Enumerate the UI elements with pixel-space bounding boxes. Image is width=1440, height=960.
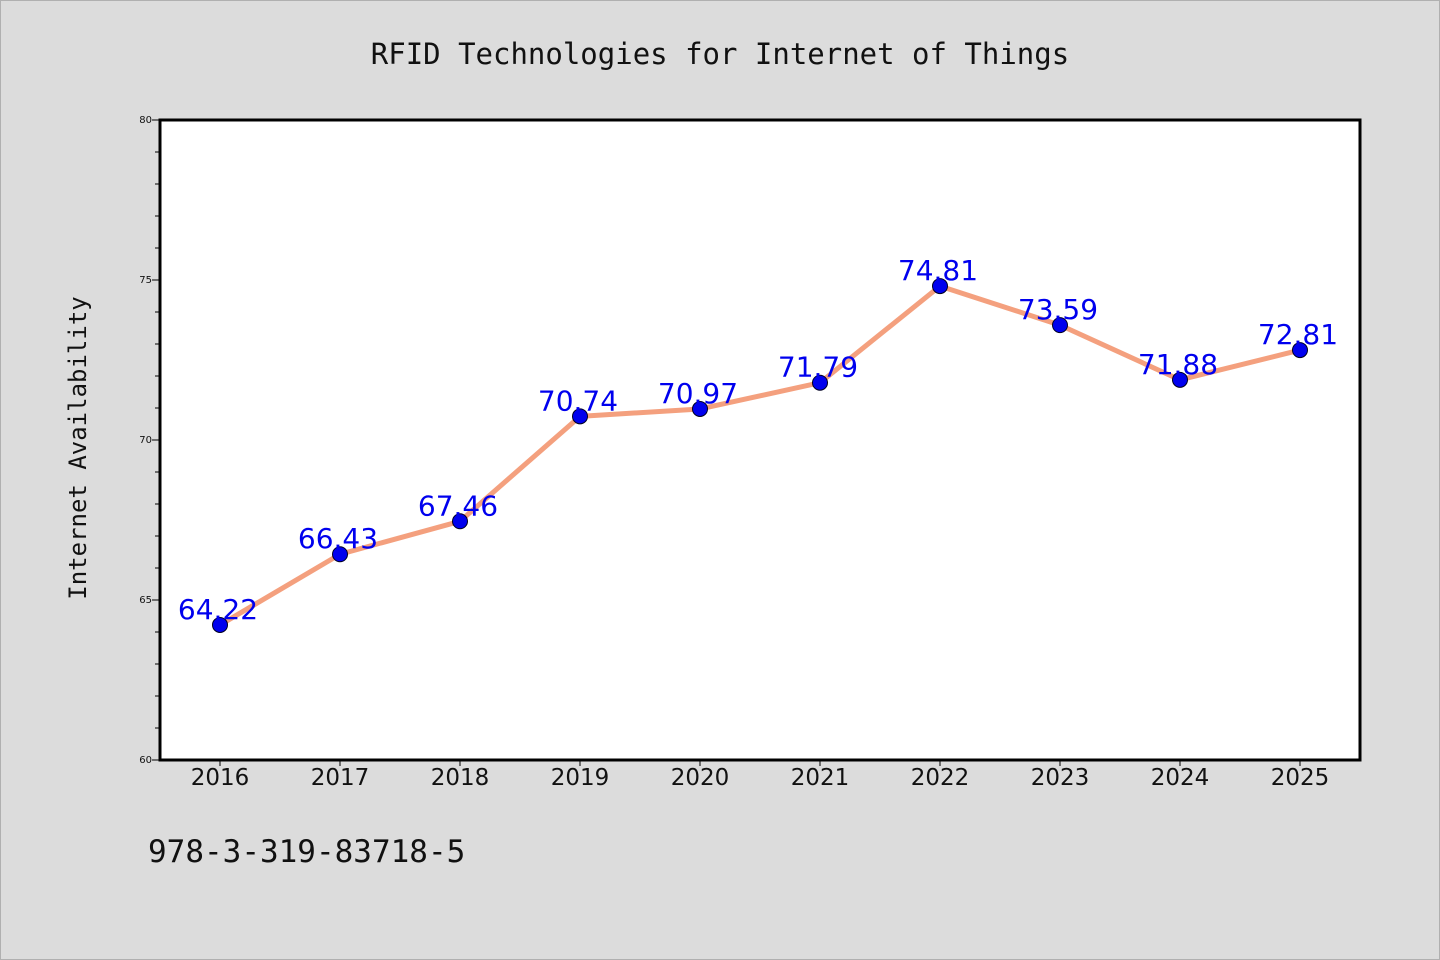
data-label: 64.22 <box>178 593 258 626</box>
data-point-marker <box>1052 317 1068 334</box>
data-label: 73.59 <box>1018 293 1098 326</box>
y-tick-label: 65 <box>139 595 152 606</box>
x-axis-ticks: 2016 2017 2018 2019 2020 2021 2022 2023 2024 2025 <box>191 760 1330 791</box>
x-tick-label: 2024 <box>1151 765 1210 791</box>
data-point-marker <box>332 546 348 563</box>
x-tick-label: 2016 <box>191 765 250 791</box>
data-point-marker <box>1292 342 1308 359</box>
x-tick-label: 2018 <box>431 765 490 791</box>
data-label: 71.79 <box>778 351 858 384</box>
data-point-marker <box>572 408 588 425</box>
data-point-marker <box>212 616 228 633</box>
data-point-marker <box>692 400 708 417</box>
x-tick-label: 2021 <box>791 765 850 791</box>
chart-title: RFID Technologies for Internet of Things <box>371 37 1069 71</box>
data-label: 74.81 <box>898 254 978 287</box>
data-point-marker <box>812 374 828 391</box>
x-tick-label: 2019 <box>551 765 610 791</box>
data-label: 67.46 <box>418 489 498 522</box>
plot-area <box>158 118 1362 762</box>
data-label: 70.74 <box>538 384 618 417</box>
data-label: 70.97 <box>658 377 738 410</box>
x-tick-label: 2022 <box>911 765 970 791</box>
y-tick-label: 60 <box>139 755 152 766</box>
x-tick-label: 2025 <box>1271 765 1330 791</box>
y-tick-label: 70 <box>139 435 152 446</box>
data-label: 66.43 <box>298 522 378 555</box>
data-label: 72.81 <box>1258 318 1338 351</box>
y-tick-label: 75 <box>139 275 152 286</box>
y-axis-label: Internet Availability <box>64 296 92 599</box>
x-tick-label: 2017 <box>311 765 370 791</box>
series-line <box>217 283 1303 628</box>
isbn-text: 978-3-319-83718-5 <box>148 834 466 870</box>
y-axis-ticks: 60 65 70 75 80 <box>139 115 160 766</box>
data-point-marker <box>1172 371 1188 388</box>
series-layer: 64.22 66.43 67.46 70.74 70.97 71.79 74.81 73.59… <box>178 254 1338 633</box>
y-tick-label: 80 <box>139 115 152 126</box>
data-point-marker <box>452 513 468 530</box>
data-label: 71.88 <box>1138 348 1218 381</box>
x-tick-label: 2020 <box>671 765 730 791</box>
x-tick-label: 2023 <box>1031 765 1090 791</box>
data-point-marker <box>932 278 948 295</box>
